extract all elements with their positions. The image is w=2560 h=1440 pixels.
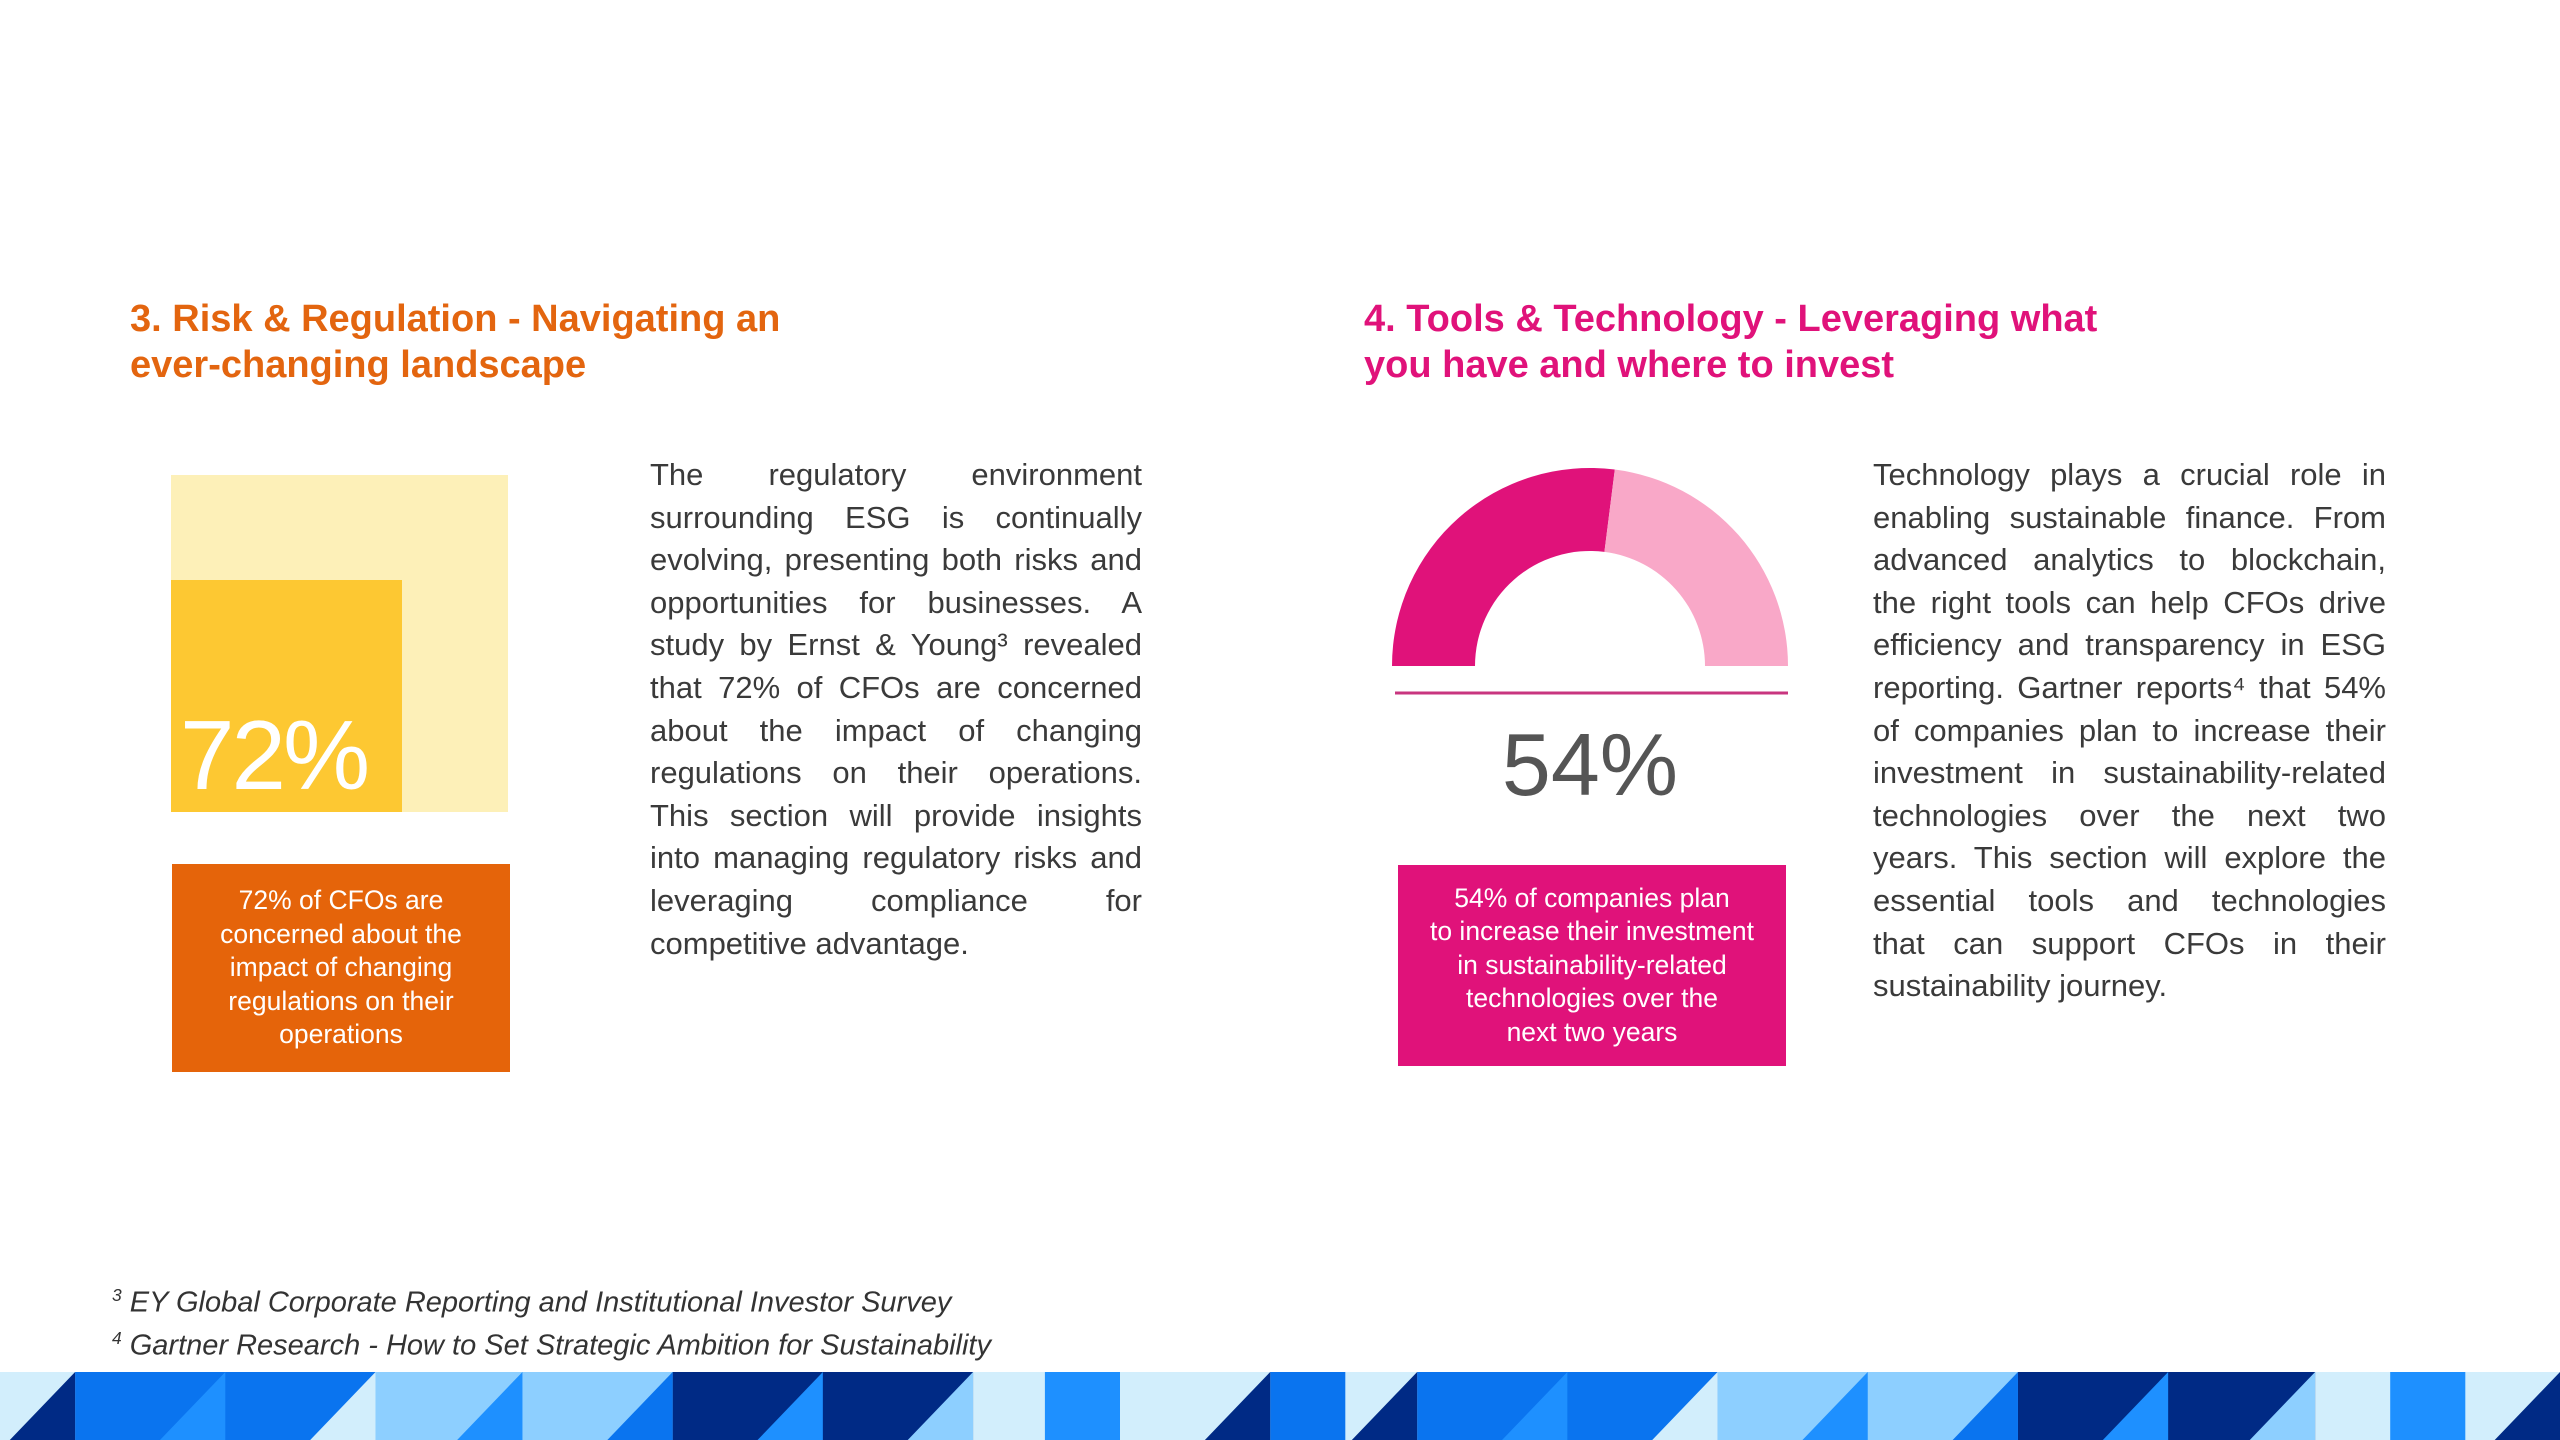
stripe-block: [2390, 1372, 2466, 1440]
stripe-triangle: [757, 1372, 823, 1440]
paragraph-line: regulations on their operations.: [650, 755, 1142, 791]
paragraph-line: efficiency and transparency in ESG: [1873, 627, 2386, 663]
callout-line: to increase their investment: [1429, 916, 1755, 947]
stat-54-percent: 54%: [1501, 715, 1679, 814]
paragraph-line: This section will provide insights: [650, 797, 1142, 833]
title-line: 4. Tools & Technology - Leveraging what: [1364, 298, 2098, 340]
stripe-block: [973, 1372, 1046, 1440]
stripe-block: [2315, 1372, 2391, 1440]
decorative-stripe-band: [0, 1372, 2560, 1440]
paragraph-line: essential tools and technologies: [1873, 882, 2386, 918]
gauge-filled-arc: [1392, 468, 1615, 666]
paragraph-line: opportunities for businesses. A: [650, 584, 1142, 620]
callout-line: regulations on their: [228, 985, 454, 1016]
footnote-4: 4 Gartner Research - How to Set Strategi…: [112, 1321, 991, 1364]
stripe-triangle: [1502, 1372, 1568, 1440]
paragraph-line: leveraging compliance for: [650, 882, 1142, 918]
stripe-triangle: [2494, 1372, 2560, 1440]
stripe-triangle: [2102, 1372, 2169, 1440]
stripe-block: [1270, 1372, 1346, 1440]
stripe-triangle: [907, 1372, 974, 1440]
paragraph-line: surrounding ESG is continually: [650, 499, 1142, 535]
footnote-mark: 4: [112, 1327, 122, 1348]
paragraph-line: that can support CFOs in their: [1873, 925, 2386, 961]
footnotes: 3 EY Global Corporate Reporting and Inst…: [112, 1278, 991, 1363]
paragraph-line: years. This section will explore the: [1873, 840, 2386, 876]
stripe-triangle: [1652, 1372, 1718, 1440]
title-line: ever-changing landscape: [130, 344, 587, 386]
callout-line: concerned about the: [220, 918, 462, 949]
paragraph-line: advanced analytics to blockchain,: [1873, 542, 2386, 578]
paragraph-line: study by Ernst & Young³ revealed: [650, 627, 1142, 663]
footnote-text: Gartner Research - How to Set Strategic …: [129, 1329, 991, 1362]
stat-graphic-inner-square: [171, 580, 402, 812]
stat-72-percent: 72%: [180, 700, 370, 810]
callout-line: impact of changing: [229, 952, 453, 983]
gauge-remaining-arc: [1604, 469, 1788, 666]
stripe-triangle: [607, 1372, 673, 1440]
footnote-mark: 3: [112, 1285, 122, 1305]
gauge-chart: [1392, 468, 1788, 695]
stripe-triangle: [1351, 1372, 1418, 1440]
title-line: you have and where to invest: [1364, 344, 1895, 386]
stripe-triangle: [1952, 1372, 2018, 1440]
callout-line: in sustainability-related: [1457, 949, 1727, 980]
callout-box-72: 72% of CFOs are concerned about the impa…: [172, 864, 510, 1072]
paragraph-line: reporting. Gartner reports⁴ that 54%: [1873, 669, 2386, 705]
paragraph-line: into managing regulatory risks and: [650, 840, 1142, 876]
stripe-triangle: [1802, 1372, 1868, 1440]
section3-title: 3. Risk & Regulation - Navigating an eve…: [130, 296, 780, 388]
callout-box-54: 54% of companies plan to increase their …: [1398, 865, 1786, 1066]
stripe-triangle: [160, 1372, 226, 1440]
paragraph-line: Technology plays a crucial role in: [1873, 457, 2386, 492]
paragraph-line: that 72% of CFOs are concerned: [650, 669, 1142, 705]
paragraph-line: evolving, presenting both risks and: [650, 542, 1142, 578]
paragraph-line: The regulatory environment: [650, 457, 1142, 492]
paragraph-line: the right tools can help CFOs drive: [1873, 584, 2386, 620]
callout-line: next two years: [1506, 1016, 1678, 1047]
callout-line: 54% of companies plan: [1454, 882, 1730, 913]
paragraph-line: of companies plan to increase their: [1873, 712, 2386, 748]
callout-line: operations: [279, 1019, 403, 1050]
section4-paragraph: Technology plays a crucial role in enabli…: [1873, 454, 2386, 1008]
paragraph-line: competitive advantage.: [650, 925, 969, 961]
stripe-triangle: [310, 1372, 376, 1440]
section4-title: 4. Tools & Technology - Leveraging what …: [1364, 296, 2097, 388]
stripe-triangle: [9, 1372, 76, 1440]
callout-line: technologies over the: [1466, 983, 1718, 1014]
footnote-3: 3 EY Global Corporate Reporting and Inst…: [112, 1278, 991, 1321]
section3-paragraph: The regulatory environment surrounding ES…: [650, 454, 1142, 965]
stripe-triangle: [1204, 1372, 1271, 1440]
callout-line: 72% of CFOs are: [238, 885, 444, 916]
paragraph-line: sustainability journey.: [1873, 968, 2168, 1004]
paragraph-line: technologies over the next two: [1873, 797, 2386, 833]
paragraph-line: about the impact of changing: [650, 712, 1142, 748]
footnote-text: EY Global Corporate Reporting and Instit…: [129, 1286, 952, 1319]
paragraph-line: enabling sustainable finance. From: [1873, 499, 2386, 535]
title-line: 3. Risk & Regulation - Navigating an: [130, 298, 781, 340]
stripe-block: [1044, 1372, 1121, 1440]
paragraph-line: investment in sustainability-related: [1873, 755, 2386, 791]
stripe-triangle: [2249, 1372, 2316, 1440]
stripe-triangle: [457, 1372, 523, 1440]
